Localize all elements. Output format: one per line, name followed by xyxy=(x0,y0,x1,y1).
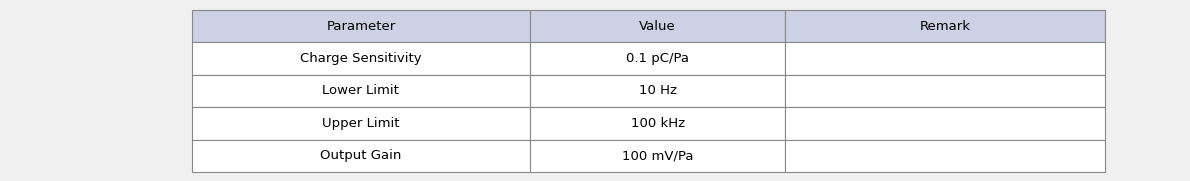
Text: 100 kHz: 100 kHz xyxy=(631,117,684,130)
Text: 0.1 pC/Pa: 0.1 pC/Pa xyxy=(626,52,689,65)
Bar xyxy=(530,75,785,107)
Bar xyxy=(192,42,530,75)
Text: 100 mV/Pa: 100 mV/Pa xyxy=(622,149,694,162)
Bar xyxy=(785,107,1106,140)
Bar xyxy=(192,107,530,140)
Bar xyxy=(530,42,785,75)
Text: Value: Value xyxy=(639,20,676,33)
Text: Parameter: Parameter xyxy=(326,20,395,33)
Bar xyxy=(530,107,785,140)
Text: Charge Sensitivity: Charge Sensitivity xyxy=(300,52,421,65)
Bar xyxy=(530,140,785,172)
Bar xyxy=(785,140,1106,172)
Bar xyxy=(192,75,530,107)
Text: Output Gain: Output Gain xyxy=(320,149,401,162)
Bar xyxy=(785,42,1106,75)
Text: Upper Limit: Upper Limit xyxy=(322,117,400,130)
Bar xyxy=(192,10,530,42)
Bar xyxy=(192,140,530,172)
Bar xyxy=(785,10,1106,42)
Bar xyxy=(785,75,1106,107)
Bar xyxy=(530,10,785,42)
Text: 10 Hz: 10 Hz xyxy=(639,85,677,98)
Text: Remark: Remark xyxy=(920,20,971,33)
Text: Lower Limit: Lower Limit xyxy=(322,85,400,98)
